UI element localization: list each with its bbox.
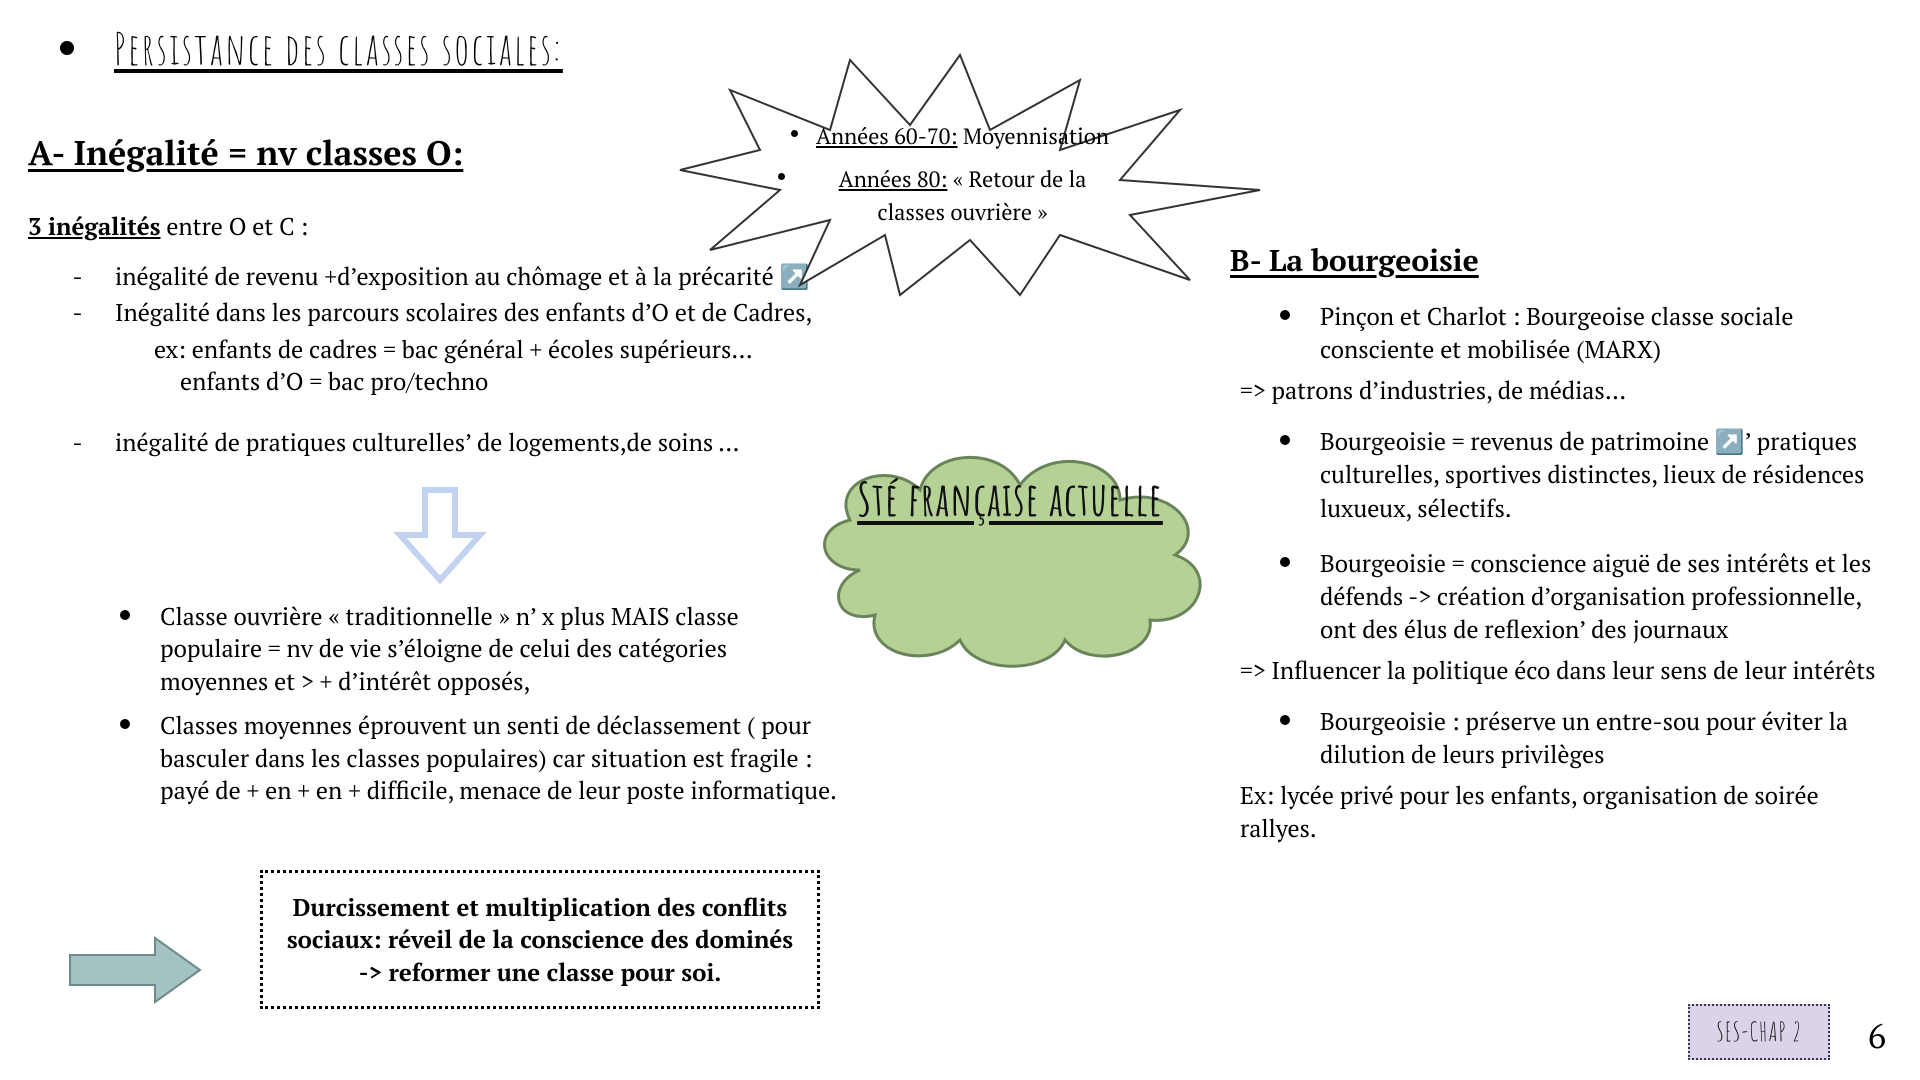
bullet-icon [1280, 715, 1290, 725]
list-subitem: enfants d’O = bac pro/techno [180, 365, 870, 397]
list-item-text: Bourgeoisie : préserve un entre-sou pour… [1320, 705, 1880, 771]
dash-icon: - [70, 296, 85, 328]
section-a-heading: A- Inégalité = nv classes O: [28, 130, 463, 175]
list-item: Classes moyennes éprouvent un senti de d… [120, 709, 840, 806]
chapter-badge: SES-CHAP 2 [1688, 1004, 1830, 1060]
section-b-heading: B- La bourgeoisie [1230, 240, 1479, 280]
list-item-text: Bourgeoisie = revenus de patrimoine ↗️’ … [1320, 425, 1880, 524]
bullet-icon [778, 173, 785, 180]
list-item-text: Bourgeoisie = conscience aiguë de ses in… [1320, 547, 1880, 646]
main-title: Persistance des classes sociales: [114, 20, 563, 76]
burst-underlined: Années 80: [839, 165, 948, 194]
list-item-text: Classe ouvrière « traditionnelle » n’ x … [160, 600, 840, 697]
list-item: Pinçon et Charlot : Bourgeoise classe so… [1280, 300, 1880, 366]
list-subitem: ex: enfants de cadres = bac général + éc… [154, 333, 870, 365]
list-item-text: Inégalité dans les parcours scolaires de… [115, 296, 812, 328]
bullet-icon [120, 719, 130, 729]
bullet-icon [60, 41, 74, 55]
burst-line-text: Années 60-70: Moyennisation [816, 120, 1109, 153]
starburst-text: Années 60-70: Moyennisation Années 80: «… [650, 120, 1250, 239]
intro-rest: entre O et C : [161, 210, 309, 242]
bullet-icon [1280, 310, 1290, 320]
callout-box: Durcissement et multiplication des confl… [260, 870, 820, 1009]
right-arrow-icon [60, 930, 210, 1010]
follow-text: => patrons d’industries, de médias… [1240, 374, 1880, 407]
list-item: Bourgeoisie = revenus de patrimoine ↗️’ … [1280, 425, 1880, 524]
list-item: Classe ouvrière « traditionnelle » n’ x … [120, 600, 840, 697]
follow-text: Ex: lycée privé pour les enfants, organi… [1240, 779, 1880, 845]
follow-text: => Influencer la politique éco dans leur… [1240, 654, 1880, 687]
page-number: 6 [1868, 1013, 1886, 1058]
bullet-icon [120, 610, 130, 620]
list-item: Bourgeoisie : préserve un entre-sou pour… [1280, 705, 1880, 771]
list-item: - inégalité de pratiques culturelles’ de… [70, 426, 870, 458]
slide-page: Persistance des classes sociales: A- Iné… [0, 0, 1920, 1080]
bullet-icon [791, 130, 798, 137]
dash-icon: - [70, 426, 85, 458]
cloud-title: Sté française actuelle [820, 470, 1200, 530]
section-a-bullets: Classe ouvrière « traditionnelle » n’ x … [120, 600, 840, 818]
title-row: Persistance des classes sociales: [60, 20, 563, 76]
cloud-icon [780, 420, 1240, 680]
burst-line: Années 60-70: Moyennisation [650, 120, 1250, 153]
list-item: - Inégalité dans les parcours scolaires … [70, 296, 870, 328]
burst-underlined: Années 60-70: [816, 122, 958, 151]
bullet-icon [1280, 435, 1290, 445]
intro-underlined: 3 inégalités [28, 210, 161, 242]
dash-icon: - [70, 260, 85, 292]
list-item-text: inégalité de pratiques culturelles’ de l… [115, 426, 739, 458]
list-item: Bourgeoisie = conscience aiguë de ses in… [1280, 547, 1880, 646]
burst-rest: Moyennisation [958, 122, 1109, 151]
burst-line: Années 80: « Retour de la classes ouvriè… [650, 163, 1250, 229]
section-a-intro: 3 inégalités entre O et C : [28, 210, 308, 242]
bullet-icon [1280, 557, 1290, 567]
burst-line-text: Années 80: « Retour de la classes ouvriè… [803, 163, 1123, 229]
list-item-text: Classes moyennes éprouvent un senti de d… [160, 709, 840, 806]
list-item-text: Pinçon et Charlot : Bourgeoise classe so… [1320, 300, 1880, 366]
section-b-list: Pinçon et Charlot : Bourgeoise classe so… [1240, 300, 1880, 864]
down-arrow-icon [385, 480, 495, 590]
